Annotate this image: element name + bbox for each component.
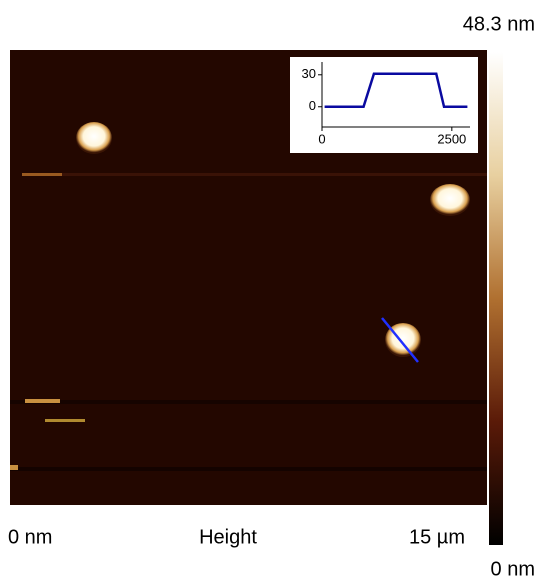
scan-streak [10, 465, 18, 470]
x-tick-label: 0 [318, 131, 325, 146]
scan-streak [25, 399, 60, 403]
scan-streak [22, 173, 487, 176]
scan-streak [10, 400, 487, 404]
scan-streak [10, 467, 487, 471]
y-tick-label: 0 [309, 98, 316, 113]
particle [430, 184, 470, 216]
particle [76, 122, 112, 154]
afm-figure: 48.3 nm 0 nm 0 nm Height 15 µm 0 30 0 2500 [0, 0, 540, 583]
profile-inset: 0 30 0 2500 [290, 57, 478, 153]
scan-streak [22, 173, 62, 176]
scan-streak [45, 419, 85, 422]
colorbar [489, 52, 503, 545]
y-tick-label: 30 [302, 66, 316, 81]
x-start-label: 0 nm [8, 526, 52, 548]
x-tick-label: 2500 [437, 131, 466, 146]
channel-label: Height [199, 526, 257, 548]
colorbar-max-label: 48.3 nm [463, 13, 535, 35]
colorbar-min-label: 0 nm [491, 558, 535, 580]
x-end-label: 15 µm [409, 526, 465, 548]
